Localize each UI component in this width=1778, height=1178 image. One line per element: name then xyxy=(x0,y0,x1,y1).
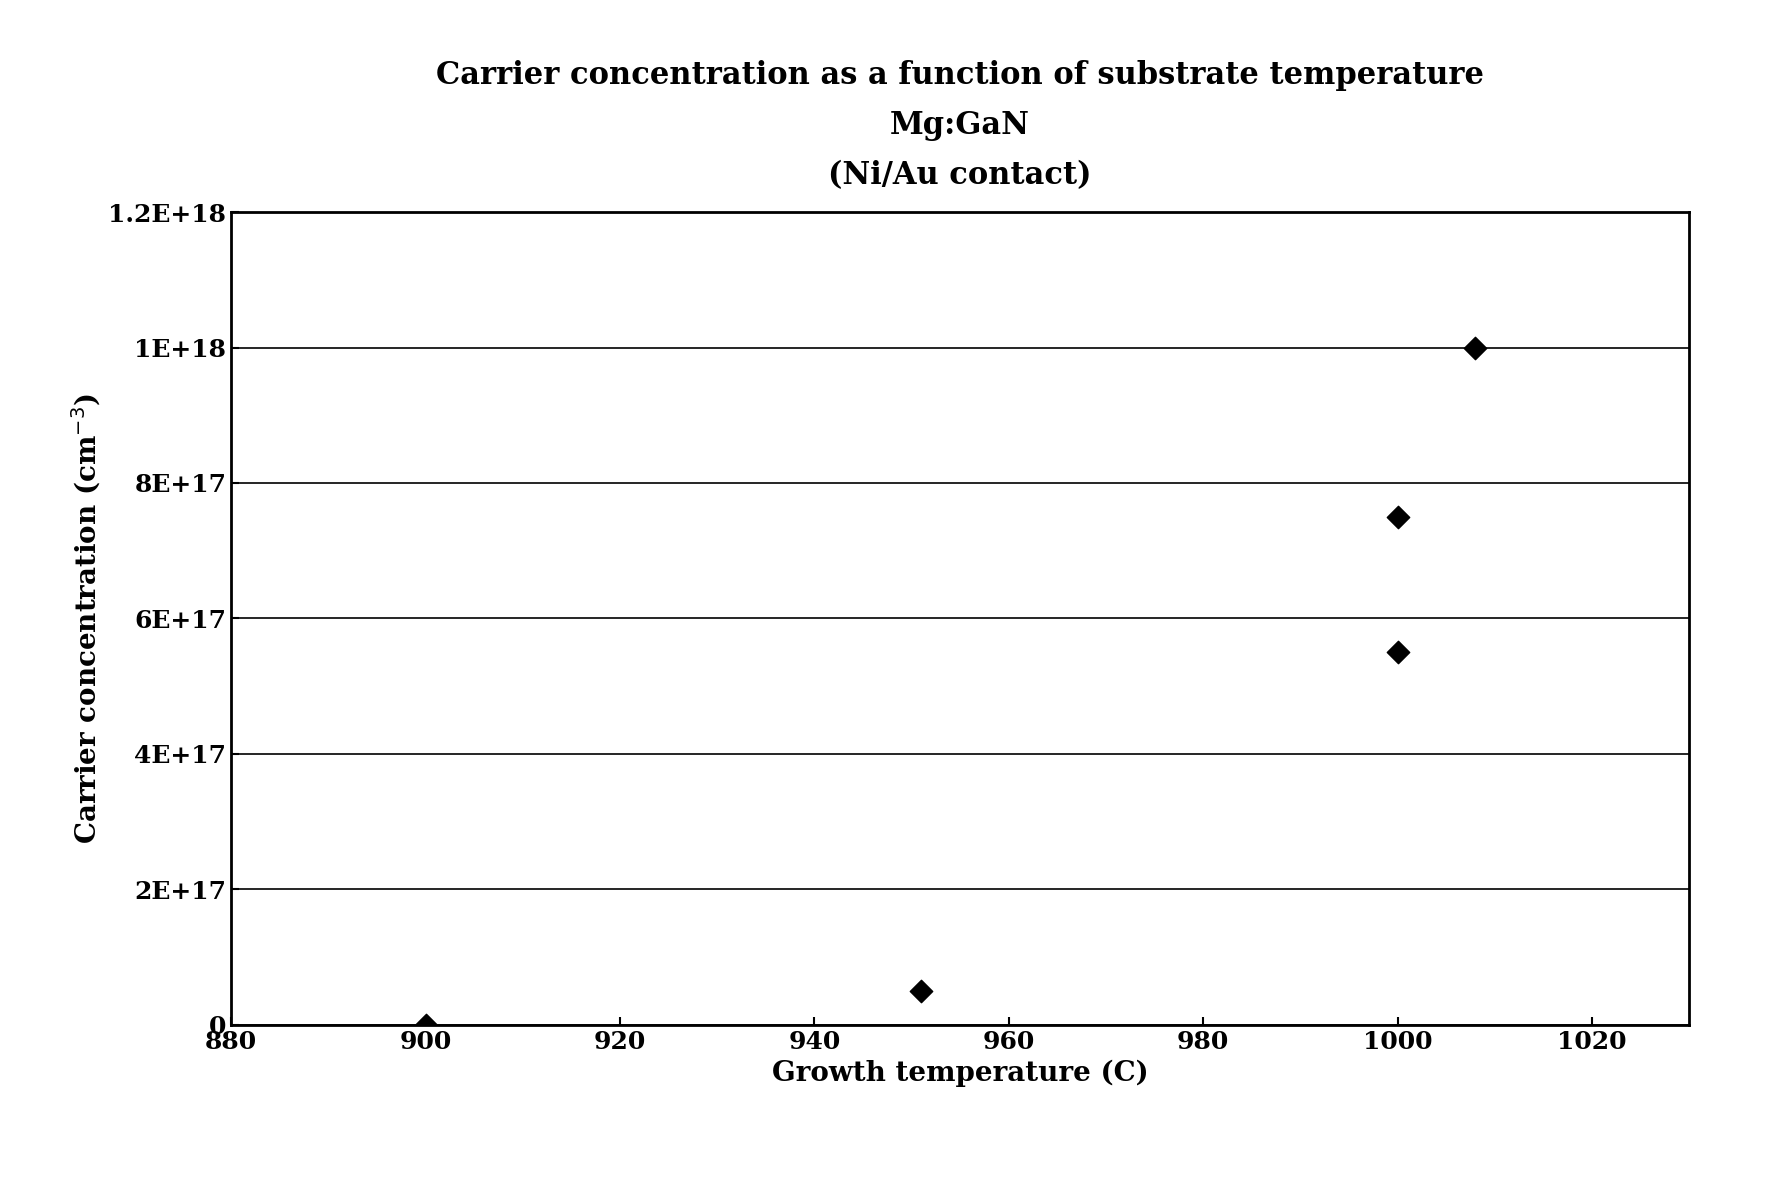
X-axis label: Growth temperature (C): Growth temperature (C) xyxy=(772,1059,1149,1086)
Point xyxy=(1383,508,1412,527)
Point xyxy=(1462,338,1490,357)
Point xyxy=(411,1015,439,1034)
Point xyxy=(1383,643,1412,662)
Point xyxy=(907,981,935,1000)
Y-axis label: Carrier concentration (cm$^{-3}$): Carrier concentration (cm$^{-3}$) xyxy=(69,393,103,843)
Title: Carrier concentration as a function of substrate temperature
Mg:GaN
(Ni/Au conta: Carrier concentration as a function of s… xyxy=(436,60,1485,191)
